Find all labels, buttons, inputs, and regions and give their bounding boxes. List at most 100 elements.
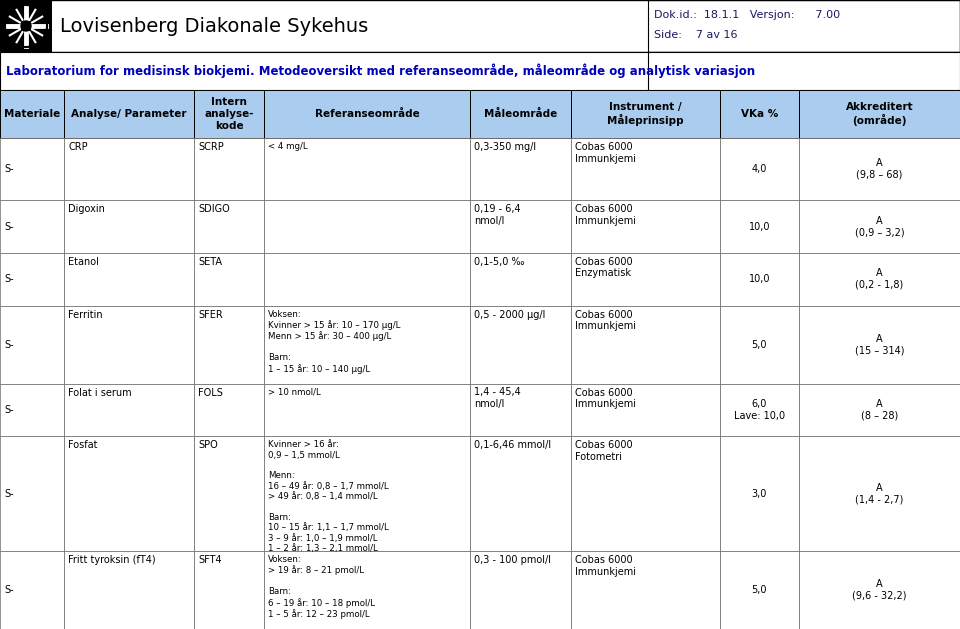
Circle shape — [21, 21, 31, 31]
Bar — [571, 436, 720, 551]
Text: 6,0
Lave: 10,0: 6,0 Lave: 10,0 — [733, 399, 785, 421]
Text: A
(9,8 – 68): A (9,8 – 68) — [856, 159, 902, 180]
Bar — [720, 551, 799, 629]
Text: SDIGO: SDIGO — [198, 204, 229, 214]
Text: A
(15 – 314): A (15 – 314) — [854, 334, 904, 355]
Bar — [470, 384, 571, 436]
Bar — [799, 138, 960, 200]
Bar — [64, 200, 194, 253]
Text: Cobas 6000
Immunkjemi: Cobas 6000 Immunkjemi — [575, 387, 636, 409]
Bar — [470, 90, 571, 138]
Text: 0,1-6,46 mmol/l: 0,1-6,46 mmol/l — [474, 440, 552, 450]
Bar — [64, 253, 194, 306]
Bar — [264, 551, 470, 629]
Text: Kvinner > 16 år:
0,9 – 1,5 mmol/L

Menn:
16 – 49 år: 0,8 – 1,7 mmol/L
> 49 år: 0: Kvinner > 16 år: 0,9 – 1,5 mmol/L Menn: … — [268, 440, 389, 553]
Bar — [0, 436, 64, 551]
Text: 10,0: 10,0 — [749, 274, 770, 284]
Text: A
(0,2 - 1,8): A (0,2 - 1,8) — [855, 269, 903, 290]
Bar — [194, 138, 264, 200]
Bar — [264, 436, 470, 551]
Text: A
(9,6 - 32,2): A (9,6 - 32,2) — [852, 579, 906, 601]
Text: Cobas 6000
Enzymatisk: Cobas 6000 Enzymatisk — [575, 257, 633, 279]
Text: S-: S- — [4, 221, 13, 231]
Text: Analyse/ Parameter: Analyse/ Parameter — [71, 109, 187, 119]
Bar — [194, 253, 264, 306]
Text: > 10 nmol/L: > 10 nmol/L — [268, 387, 321, 396]
Text: 5,0: 5,0 — [752, 585, 767, 595]
Bar — [264, 253, 470, 306]
Bar — [470, 306, 571, 384]
Text: Side:    7 av 16: Side: 7 av 16 — [654, 30, 737, 40]
Bar — [571, 200, 720, 253]
Bar — [194, 384, 264, 436]
Text: Akkreditert
(område): Akkreditert (område) — [846, 102, 913, 126]
Bar — [64, 306, 194, 384]
Text: 0,3-350 mg/l: 0,3-350 mg/l — [474, 142, 537, 152]
Bar — [720, 253, 799, 306]
Text: Laboratorium for medisinsk biokjemi. Metodeoversikt med referanseområde, måleomr: Laboratorium for medisinsk biokjemi. Met… — [6, 64, 756, 78]
Text: SETA: SETA — [198, 257, 222, 267]
Bar — [0, 551, 64, 629]
Text: 3,0: 3,0 — [752, 489, 767, 499]
Text: 0,19 - 6,4
nmol/l: 0,19 - 6,4 nmol/l — [474, 204, 521, 226]
Text: 4,0: 4,0 — [752, 164, 767, 174]
Text: A
(0,9 – 3,2): A (0,9 – 3,2) — [854, 216, 904, 237]
Bar — [648, 0, 960, 52]
Bar — [470, 253, 571, 306]
Text: Cobas 6000
Immunkjemi: Cobas 6000 Immunkjemi — [575, 555, 636, 577]
Bar — [720, 436, 799, 551]
Bar — [64, 90, 194, 138]
Bar — [648, 52, 960, 90]
Text: Dok.id.:  18.1.1   Versjon:      7.00: Dok.id.: 18.1.1 Versjon: 7.00 — [654, 10, 840, 20]
Bar — [571, 90, 720, 138]
Bar — [720, 306, 799, 384]
Bar — [64, 384, 194, 436]
Text: A
(8 – 28): A (8 – 28) — [861, 399, 898, 421]
Text: Fritt tyroksin (fT4): Fritt tyroksin (fT4) — [68, 555, 156, 565]
Bar — [571, 384, 720, 436]
Bar — [470, 200, 571, 253]
Text: 10,0: 10,0 — [749, 221, 770, 231]
Bar — [571, 306, 720, 384]
Bar — [799, 90, 960, 138]
Text: SPO: SPO — [198, 440, 218, 450]
Text: SCRP: SCRP — [198, 142, 224, 152]
Text: Folat i serum: Folat i serum — [68, 387, 132, 398]
Bar — [571, 551, 720, 629]
Bar — [264, 138, 470, 200]
Text: S-: S- — [4, 164, 13, 174]
Bar — [264, 200, 470, 253]
Text: Etanol: Etanol — [68, 257, 99, 267]
Text: Cobas 6000
Immunkjemi: Cobas 6000 Immunkjemi — [575, 204, 636, 226]
Text: VKa %: VKa % — [741, 109, 778, 119]
Bar — [0, 0, 960, 52]
Text: 5,0: 5,0 — [752, 340, 767, 350]
Text: S-: S- — [4, 274, 13, 284]
Text: SFT4: SFT4 — [198, 555, 222, 565]
Bar — [0, 52, 960, 90]
Bar — [720, 138, 799, 200]
Text: A
(1,4 - 2,7): A (1,4 - 2,7) — [855, 483, 903, 504]
Bar — [720, 384, 799, 436]
Bar — [64, 436, 194, 551]
Text: Cobas 6000
Immunkjemi: Cobas 6000 Immunkjemi — [575, 309, 636, 331]
Bar — [0, 200, 64, 253]
Bar — [470, 436, 571, 551]
Bar — [720, 200, 799, 253]
Bar — [799, 436, 960, 551]
Text: Måleområde: Måleområde — [484, 109, 558, 119]
Bar — [194, 436, 264, 551]
Bar — [194, 306, 264, 384]
Bar — [0, 306, 64, 384]
Text: Materiale: Materiale — [4, 109, 60, 119]
Text: Ferritin: Ferritin — [68, 309, 103, 320]
Text: < 4 mg/L: < 4 mg/L — [268, 142, 307, 151]
Text: SFER: SFER — [198, 309, 223, 320]
Bar — [799, 200, 960, 253]
Text: FOLS: FOLS — [198, 387, 223, 398]
Text: 1,4 - 45,4
nmol/l: 1,4 - 45,4 nmol/l — [474, 387, 521, 409]
Text: Voksen:
Kvinner > 15 år: 10 – 170 μg/L
Menn > 15 år: 30 – 400 μg/L

Barn:
1 – 15: Voksen: Kvinner > 15 år: 10 – 170 μg/L M… — [268, 309, 400, 374]
Text: Voksen:
> 19 år: 8 – 21 pmol/L

Barn:
6 – 19 år: 10 – 18 pmol/L
1 – 5 år: 12 – 2: Voksen: > 19 år: 8 – 21 pmol/L Barn: 6 –… — [268, 555, 375, 619]
Bar — [194, 200, 264, 253]
Bar — [264, 384, 470, 436]
